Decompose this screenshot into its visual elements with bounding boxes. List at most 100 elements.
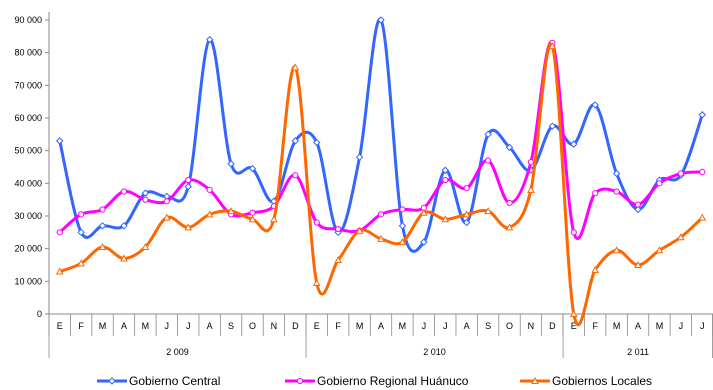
data-point bbox=[592, 190, 599, 197]
x-tick-label: D bbox=[292, 321, 299, 331]
x-tick-label: E bbox=[571, 321, 577, 331]
x-tick-label: S bbox=[485, 321, 491, 331]
data-point bbox=[227, 160, 235, 168]
legend-label: Gobierno Central bbox=[129, 374, 220, 388]
x-tick-label: O bbox=[249, 321, 256, 331]
data-point bbox=[355, 153, 364, 161]
data-point bbox=[162, 213, 171, 221]
x-tick-label: E bbox=[314, 321, 320, 331]
data-point bbox=[570, 140, 578, 148]
data-point bbox=[548, 122, 557, 130]
data-point bbox=[77, 259, 85, 267]
data-point bbox=[120, 222, 128, 230]
data-point bbox=[612, 246, 621, 254]
data-point bbox=[377, 211, 385, 218]
data-point bbox=[291, 63, 300, 71]
data-point bbox=[399, 206, 406, 213]
data-point bbox=[441, 215, 450, 223]
data-point bbox=[98, 242, 107, 251]
data-point bbox=[120, 254, 128, 262]
data-point bbox=[505, 223, 514, 231]
data-point bbox=[591, 101, 599, 109]
data-point bbox=[442, 176, 449, 184]
data-point bbox=[398, 222, 407, 230]
x-tick-label: J bbox=[422, 321, 427, 331]
legend-item: Gobierno Regional Huánuco bbox=[285, 374, 469, 388]
y-tick-label: 30 000 bbox=[14, 211, 42, 221]
data-point bbox=[184, 223, 193, 231]
data-point bbox=[634, 201, 642, 208]
y-tick-label: 70 000 bbox=[14, 80, 42, 90]
series-layer bbox=[55, 16, 707, 326]
x-tick-label: S bbox=[228, 321, 234, 331]
x-tick-label: F bbox=[78, 321, 84, 331]
data-point bbox=[698, 111, 706, 119]
data-point bbox=[292, 172, 299, 179]
y-tick-label: 40 000 bbox=[14, 178, 42, 188]
data-point bbox=[677, 233, 685, 241]
x-tick-label: N bbox=[271, 321, 278, 331]
data-point bbox=[462, 218, 471, 227]
data-point bbox=[205, 35, 214, 44]
data-point bbox=[312, 278, 321, 286]
legend-marker bbox=[108, 377, 116, 385]
series-0 bbox=[56, 16, 706, 253]
data-point bbox=[163, 198, 170, 205]
data-point bbox=[335, 225, 342, 233]
x-tick-label: J bbox=[443, 321, 448, 331]
legend-item: Gobierno Central bbox=[97, 374, 220, 388]
data-point bbox=[398, 238, 407, 246]
data-point bbox=[441, 166, 449, 174]
data-point bbox=[505, 143, 514, 152]
x-tick-label: F bbox=[592, 321, 598, 331]
data-point bbox=[420, 238, 428, 246]
data-point bbox=[506, 199, 513, 207]
data-point bbox=[613, 188, 620, 195]
x-tick-label: A bbox=[207, 321, 213, 331]
y-tick-label: 0 bbox=[37, 309, 42, 319]
data-point bbox=[656, 180, 663, 187]
x-tick-label: A bbox=[635, 321, 641, 331]
x-tick-label: A bbox=[121, 321, 127, 331]
data-point bbox=[56, 229, 63, 236]
x-tick-label: M bbox=[399, 321, 407, 331]
x-tick-label: N bbox=[528, 321, 535, 331]
data-point bbox=[205, 210, 214, 218]
data-point bbox=[484, 130, 492, 139]
year-label: 2 009 bbox=[166, 347, 189, 357]
data-point bbox=[56, 137, 64, 145]
data-point bbox=[120, 188, 128, 195]
data-point bbox=[698, 213, 707, 221]
data-point bbox=[55, 267, 64, 275]
y-tick-label: 20 000 bbox=[14, 244, 42, 254]
y-tick-label: 90 000 bbox=[14, 15, 42, 25]
data-point bbox=[634, 260, 642, 268]
y-tick-label: 80 000 bbox=[14, 48, 42, 58]
data-point bbox=[313, 138, 321, 147]
data-point bbox=[527, 159, 535, 166]
x-tick-label: M bbox=[142, 321, 150, 331]
x-tick-label: M bbox=[656, 321, 664, 331]
year-label: 2 011 bbox=[627, 347, 649, 357]
data-point bbox=[248, 164, 257, 173]
y-tick-label: 60 000 bbox=[14, 113, 42, 123]
legend-label: Gobiernos Locales bbox=[552, 374, 652, 388]
data-point bbox=[699, 168, 706, 175]
data-point bbox=[227, 207, 235, 215]
data-point bbox=[98, 222, 107, 230]
x-tick-label: F bbox=[335, 321, 341, 331]
x-tick-label: D bbox=[549, 321, 556, 331]
data-point bbox=[591, 265, 600, 273]
data-point bbox=[141, 242, 150, 251]
data-point bbox=[249, 209, 256, 216]
x-tick-label: J bbox=[679, 321, 684, 331]
legend-label: Gobierno Regional Huánuco bbox=[317, 374, 469, 388]
x-tick-label: M bbox=[356, 321, 364, 331]
x-tick-label: A bbox=[464, 321, 470, 331]
data-point bbox=[99, 206, 106, 213]
legend: Gobierno Central Gobierno Regional Huánuc… bbox=[97, 374, 652, 388]
data-point bbox=[270, 215, 278, 223]
data-point bbox=[655, 246, 664, 254]
